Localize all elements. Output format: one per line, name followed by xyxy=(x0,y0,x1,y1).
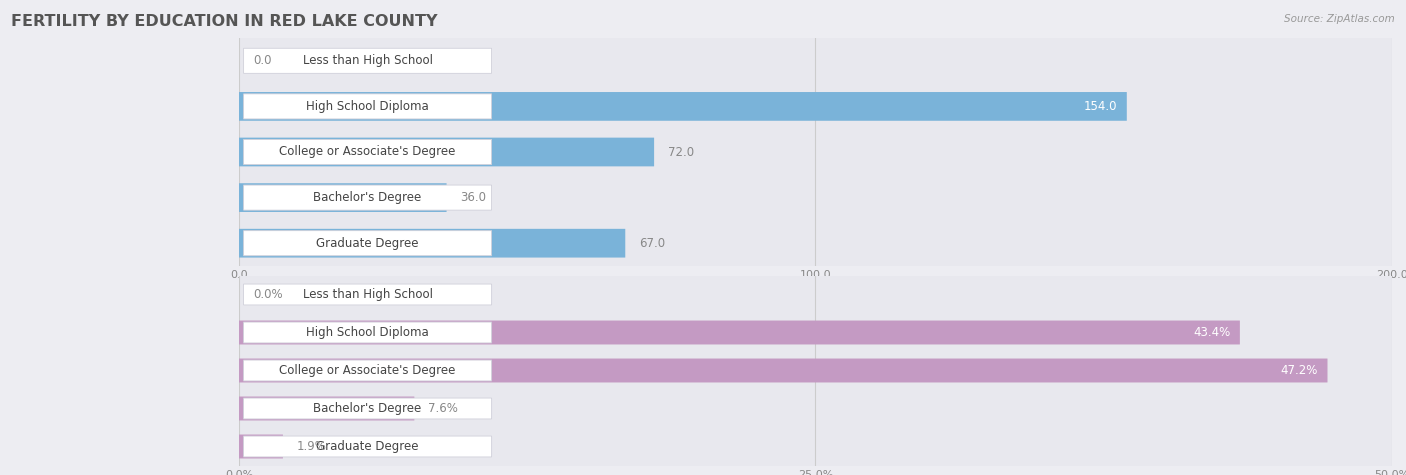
Bar xyxy=(239,38,1392,84)
Text: College or Associate's Degree: College or Associate's Degree xyxy=(280,364,456,377)
FancyBboxPatch shape xyxy=(239,183,447,212)
FancyBboxPatch shape xyxy=(243,140,492,164)
Text: 72.0: 72.0 xyxy=(668,145,695,159)
Bar xyxy=(239,428,1392,466)
FancyBboxPatch shape xyxy=(239,397,415,420)
Text: 1.9%: 1.9% xyxy=(297,440,326,453)
FancyBboxPatch shape xyxy=(243,398,492,419)
Bar xyxy=(239,175,1392,220)
Bar xyxy=(239,314,1392,352)
FancyBboxPatch shape xyxy=(243,322,492,343)
FancyBboxPatch shape xyxy=(243,284,492,305)
Text: FERTILITY BY EDUCATION IN RED LAKE COUNTY: FERTILITY BY EDUCATION IN RED LAKE COUNT… xyxy=(11,14,437,29)
Text: Less than High School: Less than High School xyxy=(302,54,433,67)
Text: 43.4%: 43.4% xyxy=(1194,326,1230,339)
Bar xyxy=(239,352,1392,390)
Text: High School Diploma: High School Diploma xyxy=(307,326,429,339)
FancyBboxPatch shape xyxy=(239,229,626,257)
FancyBboxPatch shape xyxy=(243,436,492,457)
FancyBboxPatch shape xyxy=(239,321,1240,344)
Text: Less than High School: Less than High School xyxy=(302,288,433,301)
Text: 0.0%: 0.0% xyxy=(253,288,283,301)
FancyBboxPatch shape xyxy=(243,94,492,119)
Bar xyxy=(239,390,1392,428)
Text: Bachelor's Degree: Bachelor's Degree xyxy=(314,191,422,204)
FancyBboxPatch shape xyxy=(239,435,283,458)
Text: Bachelor's Degree: Bachelor's Degree xyxy=(314,402,422,415)
Text: High School Diploma: High School Diploma xyxy=(307,100,429,113)
Text: 36.0: 36.0 xyxy=(460,191,486,204)
FancyBboxPatch shape xyxy=(243,231,492,256)
Text: 67.0: 67.0 xyxy=(640,237,665,250)
Bar xyxy=(239,220,1392,266)
Bar xyxy=(239,276,1392,314)
Text: Source: ZipAtlas.com: Source: ZipAtlas.com xyxy=(1284,14,1395,24)
FancyBboxPatch shape xyxy=(239,359,1327,382)
FancyBboxPatch shape xyxy=(243,48,492,73)
Text: 47.2%: 47.2% xyxy=(1281,364,1319,377)
FancyBboxPatch shape xyxy=(243,185,492,210)
FancyBboxPatch shape xyxy=(239,138,654,166)
FancyBboxPatch shape xyxy=(239,92,1126,121)
Text: College or Associate's Degree: College or Associate's Degree xyxy=(280,145,456,159)
Text: 0.0: 0.0 xyxy=(253,54,271,67)
Bar xyxy=(239,129,1392,175)
Text: Graduate Degree: Graduate Degree xyxy=(316,440,419,453)
FancyBboxPatch shape xyxy=(243,360,492,381)
Text: 7.6%: 7.6% xyxy=(427,402,458,415)
Text: 154.0: 154.0 xyxy=(1084,100,1118,113)
Bar xyxy=(239,84,1392,129)
Text: Graduate Degree: Graduate Degree xyxy=(316,237,419,250)
